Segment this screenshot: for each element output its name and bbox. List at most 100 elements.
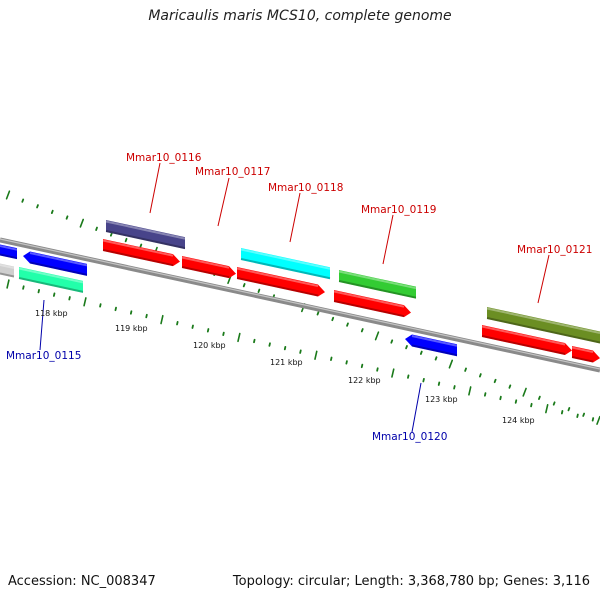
gene-label-mmar10-0115: Mmar10_0115 [6,350,81,362]
outer-track-minor-tick [538,395,541,400]
gene-feature-mmar10-0121-highlight [486,307,600,334]
cds-feature-rev-highlight [29,252,88,267]
outer-track-minor-tick [493,378,497,384]
cds-feature-fwd-shade [481,335,566,355]
outer-track-minor-tick [464,367,467,372]
gene-feature-mmar10-0120-shade [411,344,458,357]
inner-track-minor-tick [591,417,595,422]
outer-track-minor-tick [360,328,364,333]
accession-text: Accession: NC_008347 [8,574,156,589]
outer-track-minor-tick [419,350,423,355]
scale-label: 123 kbp [425,395,458,404]
outer-track-major-tick [522,387,527,397]
inner-track-minor-tick [376,367,379,372]
inner-track-minor-tick [407,374,410,379]
scale-label: 119 kbp [115,324,148,333]
outer-track-minor-tick [316,311,320,316]
inner-track-minor-tick [145,313,148,319]
cds-feature-fwd [237,267,325,297]
inner-track-minor-tick [360,363,364,369]
cds-feature-fwd [572,346,600,363]
gene-feature-mmar10-0121-shade [486,317,600,344]
cds-feature-rev [0,263,14,278]
cds-feature-fwd-highlight [571,346,594,354]
inner-track-minor-tick [206,328,210,333]
gene-feature-mmar10-0116-highlight [105,220,186,240]
gene-feature-mmar10-0118-highlight [240,248,331,270]
outer-track-minor-tick [346,322,349,327]
gene-label-mmar10-0117: Mmar10_0117 [195,166,270,178]
gene-feature-mmar10-0121 [487,307,600,344]
inner-track-minor-tick [129,310,133,315]
gene-feature-mmar10-0115 [19,267,83,293]
outer-track-minor-tick [478,373,482,378]
cds-feature-fwd-highlight [236,267,319,288]
label-connector-6 [411,382,422,433]
feature-layer [0,220,600,363]
outer-track-major-tick [79,218,85,228]
outer-track-minor-tick [36,204,39,209]
cds-feature-fwd [182,256,236,279]
gene-feature-mmar10-0116 [106,220,185,250]
gene-label-mmar10-0116: Mmar10_0116 [126,152,202,164]
outer-track-minor-tick [124,237,128,243]
cds-feature-fwd-shade [181,266,230,279]
label-connector-3 [382,214,394,265]
outer-track-minor-tick [109,232,113,237]
label-connector-1 [217,177,230,227]
cds-feature-fwd-highlight [102,239,174,257]
inner-track-minor-tick [345,360,348,365]
inner-track-minor-tick [37,288,40,294]
cds-feature-rev-highlight [0,245,18,251]
inner-track-minor-tick [453,385,456,390]
gene-feature-mmar10-0119-shade [338,280,417,299]
outer-track-minor-tick [50,209,54,215]
gene-feature-mmar10-0119-highlight [338,270,417,290]
inner-track-minor-tick [437,381,441,386]
outer-track-minor-tick [567,407,571,412]
inner-track-minor-tick [514,399,518,404]
inner-track-minor-tick [530,402,533,408]
cds-feature-fwd-shade [236,277,319,297]
inner-track-minor-tick [299,349,302,354]
inner-track-major-tick [391,368,395,378]
outer-track-minor-tick [257,288,261,293]
inner-track-minor-tick [253,338,256,344]
inner-track-major-tick [6,279,10,289]
cds-feature-fwd-highlight [333,290,405,308]
label-connector-4 [537,254,550,304]
inner-track-minor-tick [114,306,117,312]
inner-track-major-tick [545,403,549,414]
inner-tick-track [6,279,595,422]
gene-feature-mmar10-0115-shade [18,277,84,293]
inner-track-minor-tick [222,331,225,337]
inner-track-minor-tick [99,303,102,308]
outer-track-minor-tick [65,215,69,220]
inner-track-minor-tick [176,321,179,326]
outer-track-minor-tick [405,345,408,350]
outer-track-major-tick [374,331,380,341]
outer-track-minor-tick [331,316,335,322]
gene-feature-mmar10-0116-shade [105,230,186,250]
outer-track-minor-tick [95,226,98,231]
gene-feature-mmar10-0119 [339,270,416,299]
inner-track-minor-tick [52,292,56,297]
label-connector-0 [149,162,161,214]
outer-track-minor-tick [434,356,438,361]
gene-label-mmar10-0121: Mmar10_0121 [517,244,592,256]
gene-feature-mmar10-0120-highlight [411,335,458,347]
scale-label: 121 kbp [270,358,303,367]
cds-feature-fwd-highlight [181,256,230,269]
label-layer: Mmar10_0116 Mmar10_0117 Mmar10_0118 Mmar10_… [6,152,592,443]
cds-feature-fwd [334,290,411,318]
inner-track-minor-tick [422,378,425,383]
outer-track-minor-tick [582,412,586,417]
outer-track-minor-tick [390,339,394,344]
label-connector-layer [39,162,550,433]
cds-feature-rev-shade [0,272,15,278]
inner-track-minor-tick [283,345,287,351]
cds-feature-rev [0,244,17,260]
backbone-line [0,237,600,373]
inner-track-minor-tick [68,296,71,301]
